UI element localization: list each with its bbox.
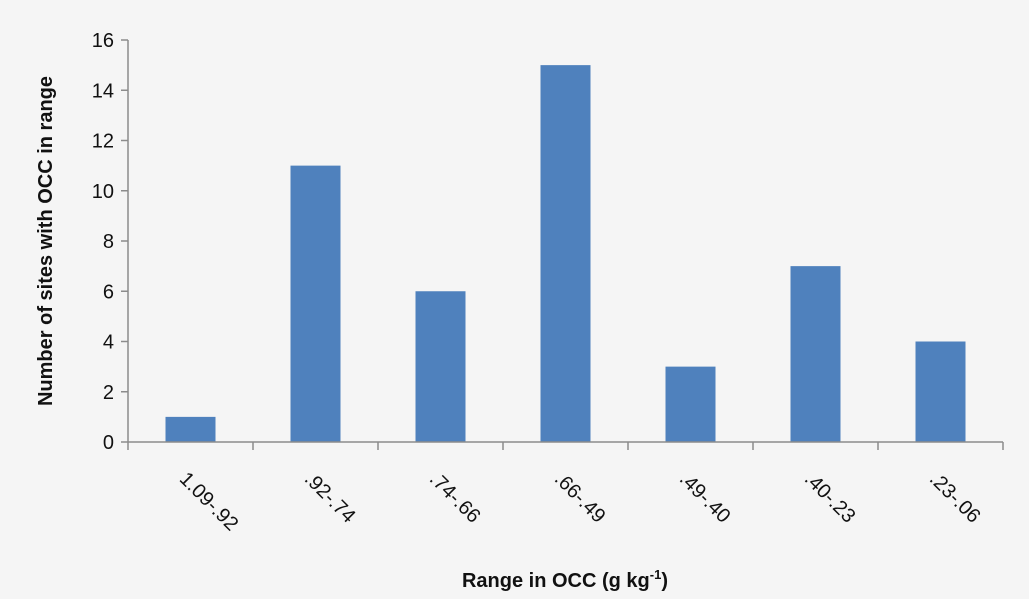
x-axis-title-main: Range in OCC (g kg <box>462 570 650 592</box>
y-tick-label: 8 <box>103 231 114 253</box>
y-tick-label: 6 <box>103 281 114 303</box>
bar-2 <box>290 165 341 442</box>
x-ticks-group: 1.09-.92 .92-.74 .74-.66 .66-.49 .49-.40 .40-… <box>127 442 1004 535</box>
x-tick-label: .66-.49 <box>550 468 610 528</box>
bar-6 <box>790 266 841 442</box>
y-tick-label: 0 <box>103 432 114 454</box>
y-tick-label: 14 <box>92 80 114 102</box>
bar-1 <box>165 416 216 442</box>
y-tick-label: 4 <box>103 332 114 354</box>
x-axis-title-superscript: -1 <box>650 567 662 582</box>
y-tick-label: 2 <box>103 382 114 404</box>
x-axis-title-suffix: ) <box>661 570 668 592</box>
x-tick-label: .23-.06 <box>925 468 985 528</box>
y-tick-label: 16 <box>92 30 114 52</box>
x-axis-title: Range in OCC (g kg-1) <box>462 567 668 592</box>
x-tick-label: 1.09-.92 <box>175 468 242 535</box>
y-ticks-group: 0 2 4 6 8 10 12 14 16 <box>92 30 128 454</box>
bar-7 <box>915 341 966 442</box>
bar-4 <box>540 65 591 442</box>
x-tick-label: .40-.23 <box>800 468 860 528</box>
y-axis-title: Number of sites with OCC in range <box>35 76 57 406</box>
x-tick-label: .74-.66 <box>425 468 485 528</box>
x-tick-label: .92-.74 <box>300 468 360 528</box>
bar-5 <box>665 366 716 442</box>
bars-group <box>165 65 966 442</box>
y-tick-label: 10 <box>92 181 114 203</box>
bar-3 <box>415 291 466 442</box>
y-tick-label: 12 <box>92 131 114 153</box>
x-tick-label: .49-.40 <box>675 468 735 528</box>
